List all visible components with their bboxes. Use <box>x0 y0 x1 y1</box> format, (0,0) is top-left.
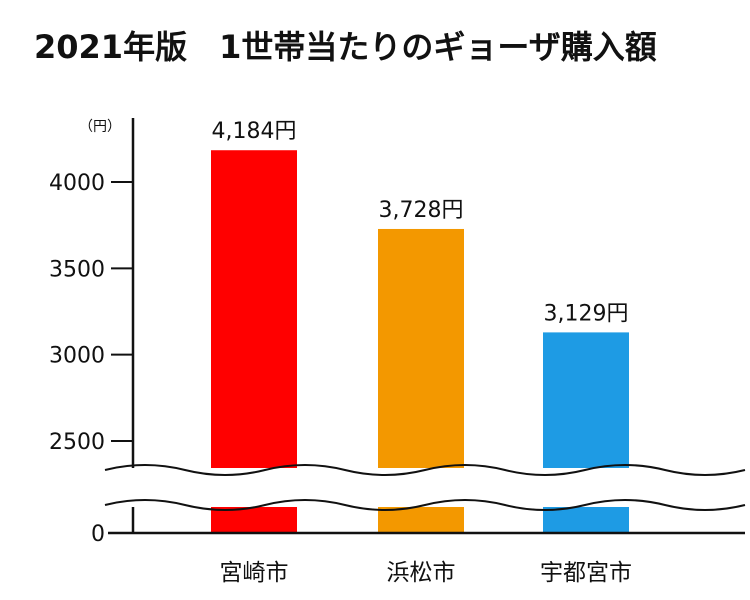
y-tick-label-3000: 3000 <box>49 344 105 369</box>
category-label-3: 宇都宮市 <box>540 560 632 586</box>
axes-group: 0 2500 3000 3500 4000 （円） <box>49 118 745 547</box>
y-unit-label: （円） <box>79 119 121 135</box>
y-tick-label-4000: 4000 <box>49 171 105 196</box>
category-label-2: 浜松市 <box>387 560 456 586</box>
axis-break-wave-lower <box>104 499 746 511</box>
axis-break-wave-upper <box>104 464 746 476</box>
data-label-1: 4,184円 <box>212 119 297 144</box>
axis-break <box>104 464 746 511</box>
y-tick-label-0: 0 <box>91 522 105 547</box>
chart-title: 2021年版 1世帯当たりのギョーザ購入額 <box>34 28 657 66</box>
category-label-1: 宮崎市 <box>220 560 289 586</box>
data-label-3: 3,129円 <box>544 301 629 326</box>
axis-break-band <box>105 468 745 507</box>
data-label-2: 3,728円 <box>379 198 464 223</box>
y-tick-label-3500: 3500 <box>49 257 105 282</box>
y-tick-label-2500: 2500 <box>49 430 105 455</box>
